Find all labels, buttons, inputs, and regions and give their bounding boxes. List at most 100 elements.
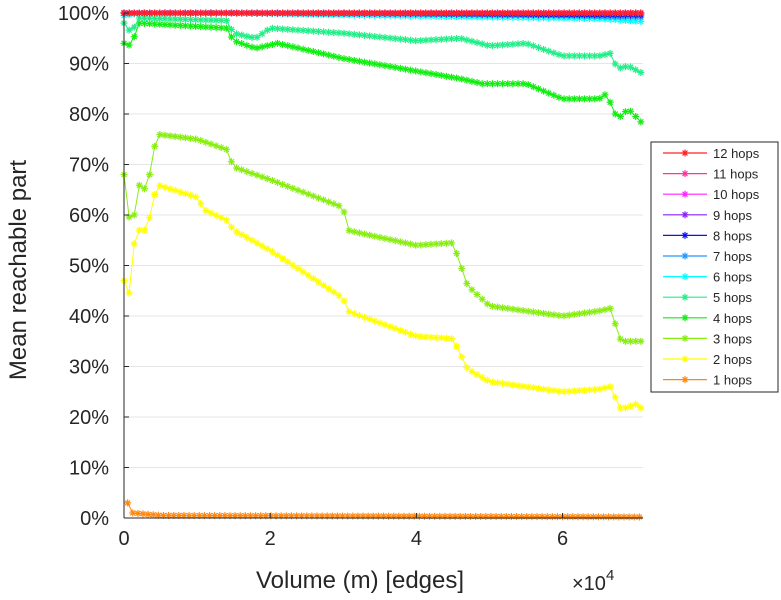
data-point-marker <box>616 404 624 412</box>
data-point-marker <box>453 34 461 42</box>
data-point-marker <box>299 45 307 53</box>
data-point-marker <box>447 239 455 247</box>
legend-label: 3 hops <box>713 331 753 346</box>
data-point-marker <box>176 15 184 23</box>
data-point-marker <box>396 238 404 246</box>
data-point-marker <box>294 265 302 273</box>
data-point-marker <box>575 387 583 395</box>
y-tick-label: 80% <box>69 104 109 126</box>
data-point-marker <box>412 37 420 45</box>
data-point-marker <box>606 98 614 106</box>
data-point-marker <box>396 326 404 334</box>
data-point-marker <box>171 132 179 140</box>
data-point-marker <box>534 44 542 52</box>
legend-label: 10 hops <box>713 187 760 202</box>
data-point-marker <box>355 57 363 65</box>
data-point-marker <box>299 268 307 276</box>
data-point-marker <box>130 9 138 17</box>
data-point-marker <box>207 209 215 217</box>
data-point-marker <box>412 241 420 249</box>
x-multiplier-base: ×10 <box>572 573 606 595</box>
data-point-marker <box>345 55 353 63</box>
data-point-marker <box>407 36 415 44</box>
data-point-marker <box>335 202 343 210</box>
data-point-marker <box>309 275 317 283</box>
data-point-marker <box>335 53 343 61</box>
data-point-marker <box>130 33 138 41</box>
data-point-marker <box>632 66 640 74</box>
data-point-marker <box>222 216 230 224</box>
data-point-marker <box>586 386 594 394</box>
data-point-marker <box>635 513 643 521</box>
data-point-marker <box>258 43 266 51</box>
data-point-marker <box>238 31 246 39</box>
data-point-marker <box>192 193 200 201</box>
data-point-marker <box>202 207 210 215</box>
data-point-marker <box>166 132 174 140</box>
data-point-marker <box>596 307 604 315</box>
y-tick-label: 90% <box>69 54 109 76</box>
data-point-marker <box>586 95 594 103</box>
data-point-marker <box>601 51 609 59</box>
data-point-marker <box>325 285 333 293</box>
data-point-marker <box>335 9 343 17</box>
data-point-marker <box>473 370 481 378</box>
data-point-marker <box>274 251 282 259</box>
data-point-marker <box>156 131 164 139</box>
data-point-marker <box>524 40 532 48</box>
data-point-marker <box>575 9 583 17</box>
data-point-marker <box>350 56 358 64</box>
data-point-marker <box>227 158 235 166</box>
data-point-marker <box>146 20 154 28</box>
data-point-marker <box>529 308 537 316</box>
data-point-marker <box>284 42 292 50</box>
legend-marker-icon <box>681 170 689 178</box>
legend-marker-icon <box>681 149 689 157</box>
series-12-hops <box>120 9 645 17</box>
data-point-marker <box>478 40 486 48</box>
x-multiplier-exponent: 4 <box>606 567 614 584</box>
data-point-marker <box>376 319 384 327</box>
data-point-marker <box>432 70 440 78</box>
data-point-marker <box>499 9 507 17</box>
data-point-marker <box>586 308 594 316</box>
data-point-marker <box>130 211 138 219</box>
data-point-marker <box>432 9 440 17</box>
data-point-marker <box>233 30 241 38</box>
data-point-marker <box>601 9 609 17</box>
x-axis-label: Volume (m) [edges] <box>256 567 464 594</box>
legend-marker-icon <box>681 293 689 301</box>
data-point-marker <box>596 94 604 102</box>
data-point-marker <box>509 305 517 313</box>
data-point-marker <box>140 226 148 234</box>
legend-marker-icon <box>681 376 689 384</box>
data-point-marker <box>437 240 445 248</box>
data-point-marker <box>565 311 573 319</box>
data-point-marker <box>197 23 205 31</box>
data-point-marker <box>473 79 481 87</box>
data-point-marker <box>335 291 343 299</box>
data-point-marker <box>381 62 389 70</box>
data-point-marker <box>151 142 159 150</box>
data-point-marker <box>581 309 589 317</box>
data-point-marker <box>253 9 261 17</box>
data-point-marker <box>540 45 548 53</box>
data-point-marker <box>320 281 328 289</box>
data-point-marker <box>187 16 195 24</box>
data-point-marker <box>550 49 558 57</box>
data-point-marker <box>355 311 363 319</box>
data-point-marker <box>606 9 614 17</box>
data-point-marker <box>437 35 445 43</box>
data-point-marker <box>171 186 179 194</box>
data-point-marker <box>238 231 246 239</box>
data-point-marker <box>499 41 507 49</box>
data-point-marker <box>468 368 476 376</box>
data-point-marker <box>263 245 271 253</box>
data-point-marker <box>611 60 619 68</box>
data-point-marker <box>176 133 184 141</box>
data-point-marker <box>176 21 184 29</box>
data-point-marker <box>478 295 486 303</box>
x-tick-label: 0 <box>118 528 129 550</box>
data-point-marker <box>258 30 266 38</box>
series-5-hops <box>120 14 645 76</box>
